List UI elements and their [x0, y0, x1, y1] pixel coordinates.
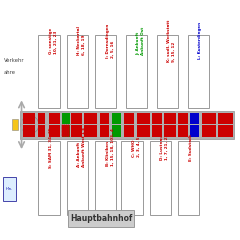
Circle shape: [64, 130, 65, 131]
Text: A: Ankunft
Ankunft West 1 E: A: Ankunft Ankunft West 1 E: [77, 127, 86, 167]
Bar: [178, 141, 199, 215]
Text: B: Kliniken
1, 15, 18, 103, 4: B: Kliniken 1, 15, 18, 103, 4: [106, 128, 114, 166]
Text: J: Ankunft
Ankunft Ost: J: Ankunft Ankunft Ost: [137, 26, 145, 55]
Circle shape: [66, 128, 67, 129]
Bar: [67, 141, 88, 215]
Circle shape: [62, 128, 63, 129]
Bar: [100, 113, 109, 124]
Text: Verkehr: Verkehr: [4, 58, 24, 63]
Circle shape: [68, 131, 69, 132]
Bar: [100, 125, 109, 137]
Circle shape: [66, 125, 67, 126]
Bar: [202, 125, 216, 137]
Bar: [190, 125, 199, 137]
Bar: [38, 35, 60, 108]
Bar: [12, 120, 18, 130]
Bar: [71, 125, 82, 137]
Circle shape: [68, 132, 69, 133]
Text: S: SAM 31, 34, 35: S: SAM 31, 34, 35: [49, 127, 53, 168]
Bar: [157, 35, 178, 108]
Bar: [121, 141, 143, 215]
Bar: [23, 125, 35, 137]
Bar: [202, 113, 216, 124]
Bar: [20, 110, 234, 139]
Bar: [124, 113, 134, 124]
Text: E: Sudstadt: E: Sudstadt: [189, 134, 197, 161]
Bar: [49, 125, 60, 137]
Bar: [38, 125, 45, 137]
Circle shape: [21, 116, 39, 134]
Circle shape: [62, 125, 63, 126]
Circle shape: [64, 128, 65, 129]
Circle shape: [66, 130, 67, 131]
Circle shape: [64, 125, 65, 126]
Text: Hauptbahnhof: Hauptbahnhof: [70, 214, 132, 223]
Circle shape: [68, 134, 69, 135]
Circle shape: [64, 127, 65, 128]
Bar: [164, 113, 176, 124]
Text: L: Kusterdingen: L: Kusterdingen: [198, 22, 207, 59]
Bar: [84, 113, 97, 124]
Circle shape: [66, 134, 67, 135]
Circle shape: [68, 127, 69, 128]
Bar: [124, 125, 134, 137]
Bar: [23, 113, 35, 124]
Bar: [62, 113, 70, 124]
Bar: [178, 113, 188, 124]
Bar: [62, 125, 70, 137]
Circle shape: [64, 134, 65, 135]
Circle shape: [62, 131, 63, 132]
Text: ahre: ahre: [4, 70, 16, 75]
Bar: [38, 141, 60, 215]
Circle shape: [62, 132, 63, 133]
Bar: [95, 141, 116, 215]
Text: Hin.: Hin.: [6, 187, 13, 191]
Circle shape: [64, 131, 65, 132]
Circle shape: [68, 135, 69, 136]
Bar: [95, 35, 116, 108]
Text: H: Neckartal
6, 18, 19: H: Neckartal 6, 18, 19: [77, 26, 86, 55]
Bar: [152, 113, 162, 124]
Circle shape: [66, 135, 67, 136]
Text: G: sonstige
10, 21, 23: G: sonstige 10, 21, 23: [49, 27, 57, 54]
Text: K: sudl. Werkstatt
9, 15, 12: K: sudl. Werkstatt 9, 15, 12: [168, 19, 176, 62]
Bar: [112, 125, 121, 137]
Bar: [190, 113, 199, 124]
Circle shape: [64, 135, 65, 136]
Bar: [71, 113, 82, 124]
Circle shape: [64, 132, 65, 133]
Circle shape: [66, 127, 67, 128]
Bar: [218, 125, 233, 137]
Circle shape: [62, 127, 63, 128]
Text: D: Lustnau
1, 7, 21, 22: D: Lustnau 1, 7, 21, 22: [160, 134, 169, 160]
Bar: [152, 125, 162, 137]
Bar: [3, 177, 16, 201]
Bar: [164, 125, 176, 137]
Bar: [67, 35, 88, 108]
Circle shape: [62, 130, 63, 131]
Bar: [126, 35, 147, 108]
Bar: [178, 125, 188, 137]
Text: I: Dornsdingen
2, 5, 16: I: Dornsdingen 2, 5, 16: [106, 23, 114, 58]
Bar: [137, 113, 150, 124]
Bar: [49, 113, 60, 124]
Bar: [112, 113, 121, 124]
Bar: [84, 125, 97, 137]
Bar: [150, 141, 171, 215]
Circle shape: [66, 131, 67, 132]
Bar: [137, 125, 150, 137]
Text: C: WHO
2, 3, 4, 5: C: WHO 2, 3, 4, 5: [132, 137, 140, 157]
Bar: [218, 113, 233, 124]
Circle shape: [68, 125, 69, 126]
Circle shape: [62, 135, 63, 136]
Bar: [68, 210, 134, 227]
Circle shape: [68, 130, 69, 131]
Circle shape: [68, 128, 69, 129]
Bar: [38, 113, 45, 124]
Circle shape: [62, 134, 63, 135]
Circle shape: [66, 132, 67, 133]
Bar: [188, 35, 209, 108]
